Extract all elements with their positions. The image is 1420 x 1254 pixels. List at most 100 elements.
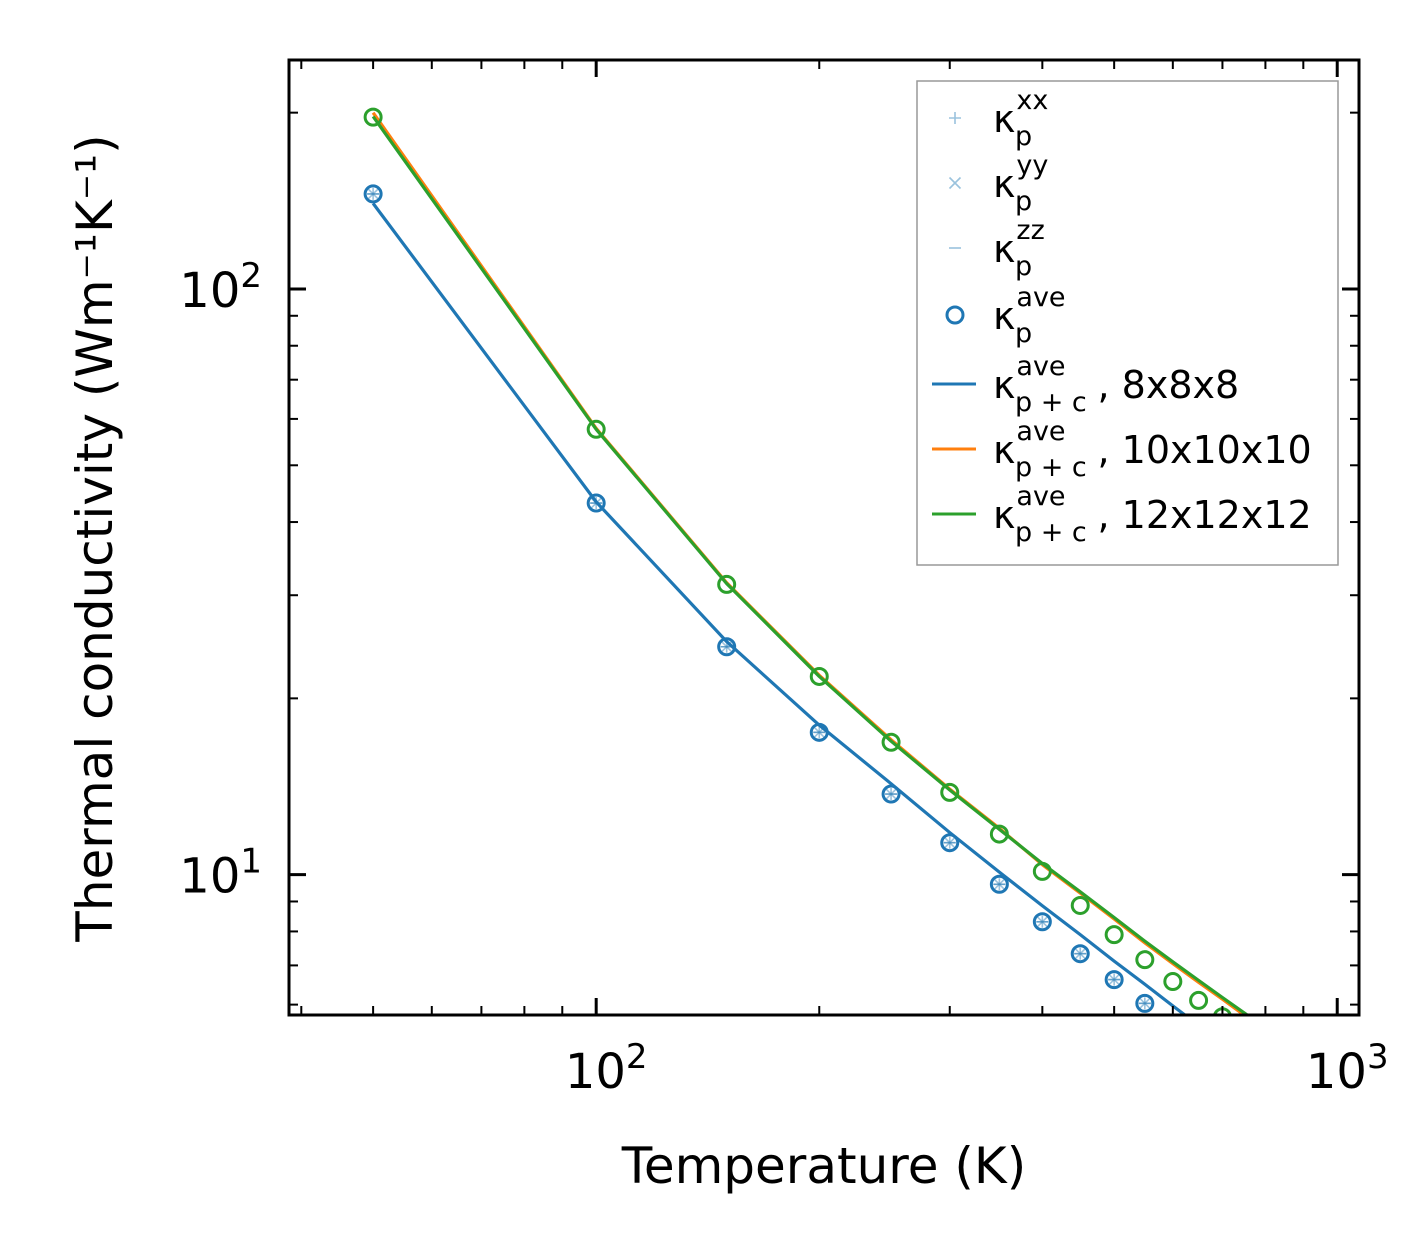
data-point-s3-5	[940, 833, 960, 853]
legend-label-sub-0: p	[1015, 121, 1032, 152]
y-axis-label: Thermal conductivity (Wm⁻¹K⁻¹)	[66, 134, 124, 942]
data-point-s1-10	[1138, 997, 1151, 1010]
data-point-s1-17	[1298, 1107, 1309, 1118]
legend-label-sup-5: ave	[1016, 416, 1065, 447]
legend-label-sub-3: p	[1015, 318, 1032, 349]
legend-label-suffix-4: , 8x8x8	[1098, 363, 1240, 407]
legend-label-sub-1: p	[1015, 186, 1032, 217]
data-point-s4-6	[989, 824, 1009, 844]
legend-box	[916, 80, 1339, 566]
data-point-s0-6	[993, 878, 1006, 891]
legend-label-suffix-5: , 10x10x10	[1098, 428, 1312, 472]
data-point-s3-7	[1032, 912, 1052, 932]
y-axis-label-title: Thermal conductivity	[66, 413, 124, 943]
x-tick-label-1-base: 10	[1306, 1044, 1367, 1100]
y-tick-label-0-base: 10	[179, 849, 240, 905]
legend-label-3: κave p	[993, 282, 1066, 349]
data-point-s3-2	[717, 637, 737, 657]
legend-label-sup-3: ave	[1016, 282, 1065, 313]
data-point-s0-14	[1239, 1067, 1251, 1079]
x-tick-label-1: 103	[1306, 1037, 1389, 1100]
x-tick-label-0-exp: 2	[626, 1037, 648, 1077]
y-tick-label-0: 101	[179, 842, 262, 905]
data-point-s0-16	[1279, 1094, 1291, 1106]
data-point-s0-4	[885, 788, 898, 801]
data-point-s0-17	[1297, 1107, 1309, 1119]
x-axis-label: Temperature (K)	[621, 1137, 1026, 1195]
data-point-s1-16	[1279, 1094, 1290, 1105]
data-point-s1-11	[1167, 1018, 1178, 1029]
data-point-s1-1	[590, 496, 603, 510]
data-point-s4-0	[363, 107, 383, 127]
data-point-s3-12	[1191, 1034, 1207, 1050]
data-point-s3-16	[1277, 1092, 1293, 1108]
y-axis-label-unit: (Wm⁻¹K⁻¹)	[66, 134, 124, 397]
legend-label-sub-5: p + c	[1015, 452, 1087, 483]
data-point-s0-1	[590, 497, 603, 510]
data-point-s1-5	[943, 836, 956, 849]
y-tick-label-1: 102	[179, 256, 262, 319]
data-point-s3-4	[881, 784, 901, 804]
data-point-s1-7	[1036, 915, 1049, 928]
plot-frame	[287, 58, 1361, 1017]
data-point-s3-19	[1329, 1129, 1345, 1145]
data-point-s1-2	[720, 640, 733, 653]
data-point-s0-9	[1108, 973, 1121, 986]
legend-label-4: κave p + c , 8x8x8	[993, 351, 1239, 418]
data-point-s0-5	[943, 836, 956, 849]
legend-label-6: κave p + c , 12x12x12	[993, 481, 1312, 548]
data-point-s4-2	[717, 574, 737, 594]
data-point-s0-15	[1259, 1080, 1271, 1092]
plot-area	[363, 107, 1345, 1145]
data-point-s1-3	[813, 726, 826, 739]
y-tick-label-1-exp: 2	[240, 256, 262, 296]
series-line-7	[371, 115, 1250, 1015]
data-point-s4-1	[586, 419, 606, 439]
data-point-s4-14	[1237, 1025, 1253, 1041]
data-point-s0-19	[1331, 1131, 1343, 1143]
legend-label-base-5: κ	[993, 428, 1015, 472]
data-point-s3-1	[586, 493, 606, 513]
legend-label-0: κxx p	[993, 85, 1048, 152]
series-group	[363, 107, 1345, 1145]
legend-label-2: κzz p	[993, 215, 1045, 282]
data-point-s4-8	[1070, 895, 1090, 915]
x-tick-label-0: 102	[565, 1037, 648, 1100]
data-point-s3-10	[1135, 993, 1155, 1013]
data-point-s1-6	[993, 878, 1006, 891]
legend-label-sub-6: p + c	[1015, 517, 1087, 548]
data-point-s4-10	[1135, 950, 1155, 970]
legend-label-5: κave p + c , 10x10x10	[993, 416, 1312, 483]
data-point-s1-9	[1108, 973, 1121, 986]
data-point-s3-14	[1237, 1065, 1253, 1081]
data-point-s3-17	[1295, 1105, 1311, 1121]
legend-label-base-2: κ	[993, 227, 1015, 271]
data-point-s4-3	[809, 666, 829, 686]
data-point-s3-15	[1257, 1078, 1273, 1094]
data-point-s1-19	[1332, 1132, 1343, 1143]
data-point-s3-3	[809, 722, 829, 742]
data-point-s4-7	[1032, 861, 1052, 881]
legend-marker-0	[949, 112, 961, 124]
series-line-5	[371, 202, 1188, 1015]
data-point-s1-8	[1074, 947, 1087, 960]
data-point-s4-4	[881, 732, 901, 752]
data-point-s0-2	[720, 640, 733, 653]
data-point-s1-18	[1315, 1119, 1326, 1130]
data-point-s0-3	[813, 726, 826, 739]
legend-marker-3	[945, 305, 965, 325]
data-point-s3-13	[1214, 1049, 1230, 1065]
x-tick-label-1-exp: 3	[1367, 1037, 1389, 1077]
data-point-s3-9	[1104, 970, 1124, 990]
legend-label-sub-2: p	[1015, 251, 1032, 282]
data-point-s4-15	[1257, 1041, 1273, 1057]
data-point-s4-11	[1163, 972, 1183, 992]
legend-label-base-1: κ	[993, 162, 1015, 206]
data-point-s0-10	[1138, 997, 1151, 1010]
data-point-s0-8	[1074, 947, 1087, 960]
data-point-s3-11	[1169, 1014, 1176, 1015]
legend-label-suffix-6: , 12x12x12	[1098, 493, 1312, 537]
data-point-s0-7	[1036, 915, 1049, 928]
legend-label-sub-4: p + c	[1015, 387, 1087, 418]
